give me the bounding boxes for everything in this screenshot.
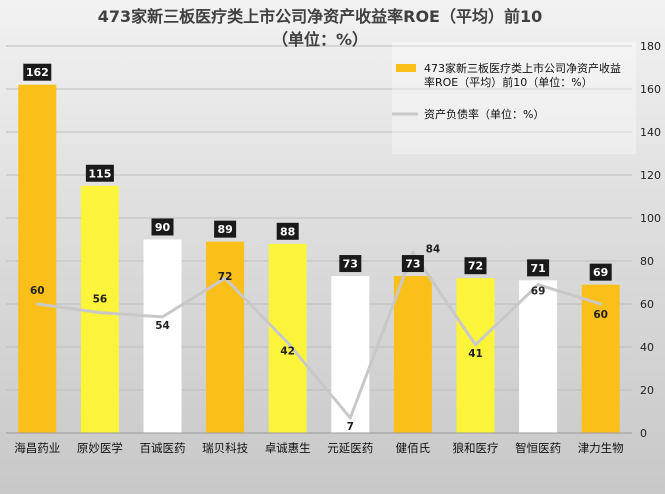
line-point <box>348 416 352 420</box>
y-tick-label: 0 <box>640 427 647 440</box>
bar-value-label: 90 <box>155 221 171 234</box>
x-tick-label: 健佰氏 <box>396 441 431 455</box>
chart-title-line1: 473家新三板医疗类上市公司净资产收益率ROE（平均）前10 <box>98 7 543 26</box>
x-tick-label: 瑞贝科技 <box>202 441 248 455</box>
bar-label-box <box>401 255 424 273</box>
line-path <box>37 250 602 420</box>
legend-label-bar-line2: 率ROE（平均）前10（单位：%） <box>424 75 593 89</box>
x-tick-label: 元延医药 <box>327 441 373 455</box>
data-labels: 162 115 90 89 88 73 73 72 71 69 60 56 54 72 42 7 84 41 69 6… <box>23 63 612 433</box>
y-tick-label: 60 <box>640 298 654 311</box>
bar <box>519 280 558 433</box>
bar-value-label: 73 <box>343 258 358 271</box>
y-tick-label: 180 <box>640 40 661 53</box>
bar-value-label: 115 <box>88 167 111 180</box>
bar <box>206 241 245 433</box>
x-tick-label: 狼和医疗 <box>453 441 499 455</box>
bar-value-label: 72 <box>468 260 483 273</box>
line-point <box>536 283 540 287</box>
bar-label-box <box>151 218 174 236</box>
line-value-label: 60 <box>30 285 45 297</box>
legend-background <box>392 42 636 154</box>
bar-label-box <box>339 255 362 273</box>
legend: 473家新三板医疗类上市公司净资产收益 率ROE（平均）前10（单位：%） 资产… <box>392 42 636 154</box>
axes: 0 20 40 60 80 100 120 140 160 180 海昌药业 原妙医学 百诚医药 瑞贝科技… <box>6 40 661 455</box>
line-point <box>35 302 39 306</box>
bar <box>331 276 370 433</box>
bar <box>18 84 57 433</box>
line-value-label: 84 <box>426 243 441 255</box>
bar-label-box <box>589 263 612 281</box>
line-point <box>599 302 603 306</box>
bar-value-label: 162 <box>26 66 49 79</box>
bar-label-box <box>464 257 487 275</box>
bar <box>268 243 307 433</box>
bar-value-label: 69 <box>593 266 608 279</box>
y-tick-label: 100 <box>640 212 661 225</box>
legend-swatch-bar <box>396 64 416 72</box>
x-tick-label: 原妙医学 <box>77 441 123 455</box>
legend-label-line: 资产负债率（单位：%） <box>424 107 544 121</box>
bar <box>393 276 432 433</box>
bar-label-box <box>276 222 299 240</box>
bar <box>581 284 620 433</box>
bar-label-box <box>85 164 114 182</box>
line-point <box>223 276 227 280</box>
line-value-label: 42 <box>280 346 295 358</box>
line-value-label: 69 <box>531 286 546 298</box>
y-tick-label: 80 <box>640 255 654 268</box>
line-value-label: 41 <box>468 348 483 360</box>
bar-value-label: 71 <box>530 262 545 275</box>
legend-label-bar-line1: 473家新三板医疗类上市公司净资产收益 <box>424 61 621 75</box>
x-tick-label: 卓诚惠生 <box>265 441 311 455</box>
line-point <box>286 341 290 345</box>
bar <box>143 239 182 433</box>
line-value-label: 54 <box>155 320 170 332</box>
y-tick-label: 120 <box>640 169 661 182</box>
line-value-label: 56 <box>93 294 108 306</box>
line-point <box>474 343 477 347</box>
y-tick-label: 40 <box>640 341 654 354</box>
line-value-label: 7 <box>347 421 354 433</box>
y-tick-label: 140 <box>640 126 661 139</box>
bar-value-label: 88 <box>280 225 295 238</box>
x-tick-label: 津力生物 <box>578 441 624 455</box>
bar-label-box <box>527 259 550 277</box>
x-tick-label: 海昌药业 <box>14 441 60 455</box>
line-point <box>161 315 164 319</box>
bar-label-box <box>214 220 237 238</box>
line-point <box>98 311 102 315</box>
line-value-label: 60 <box>593 309 608 321</box>
bar <box>456 278 495 433</box>
y-tick-label: 20 <box>640 384 654 397</box>
bar-value-label: 73 <box>405 258 420 271</box>
line-value-label: 72 <box>218 271 233 283</box>
x-tick-label: 智恒医药 <box>515 441 561 455</box>
line-point <box>411 250 415 254</box>
bar-label-box <box>23 63 52 81</box>
chart-title-line2: （单位：%） <box>272 30 368 49</box>
y-tick-label: 160 <box>640 83 661 96</box>
line-series <box>35 250 603 420</box>
bar-value-label: 89 <box>217 223 232 236</box>
x-tick-label: 百诚医药 <box>140 441 186 455</box>
